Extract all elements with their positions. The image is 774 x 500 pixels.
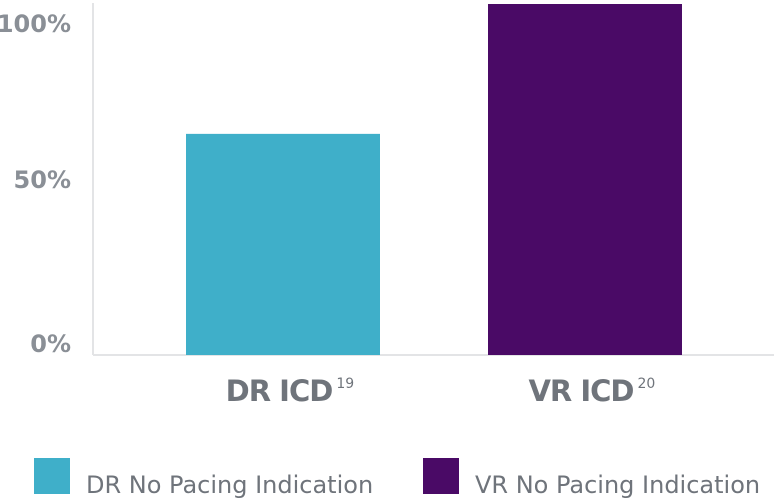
bar-vr-icd [488,4,682,355]
category-reference-superscript: 20 [638,376,656,392]
legend-label: DR No Pacing Indication [86,471,373,499]
x-category-label: VR ICD [528,374,633,408]
y-tick-label: 50% [14,166,71,194]
x-category-label: DR ICD [226,374,333,408]
category-reference-superscript: 19 [336,376,354,392]
bar-dr-icd [186,133,380,355]
y-tick-label: 100% [0,10,71,38]
legend-label: VR No Pacing Indication [475,471,760,499]
legend-swatch [423,458,459,494]
legend-swatch [34,458,70,494]
y-tick-label: 0% [30,330,71,358]
